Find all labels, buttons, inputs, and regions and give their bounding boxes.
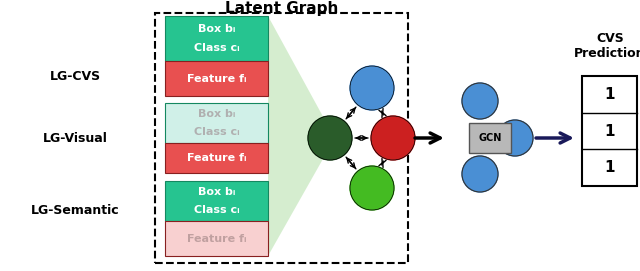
FancyBboxPatch shape [582,76,637,186]
Text: Box bᵢ: Box bᵢ [198,109,235,119]
FancyBboxPatch shape [165,103,268,143]
FancyBboxPatch shape [165,181,268,221]
Text: GCN: GCN [478,133,502,143]
Text: Feature fᵢ: Feature fᵢ [187,153,246,163]
Text: LG-Visual: LG-Visual [43,131,108,144]
Text: Feature fᵢ: Feature fᵢ [187,234,246,244]
FancyBboxPatch shape [469,123,511,153]
Text: Box bᵢ: Box bᵢ [198,24,235,34]
Circle shape [350,66,394,110]
Text: 1: 1 [604,124,615,138]
Circle shape [350,166,394,210]
Text: Class cᵢ: Class cᵢ [194,43,239,53]
Circle shape [308,116,352,160]
FancyBboxPatch shape [165,61,268,96]
Circle shape [371,116,415,160]
Text: LG-CVS: LG-CVS [49,69,100,82]
Text: Class cᵢ: Class cᵢ [194,205,239,215]
Text: Box bᵢ: Box bᵢ [198,187,235,197]
Text: Feature fᵢ: Feature fᵢ [187,73,246,83]
FancyBboxPatch shape [165,143,268,173]
Circle shape [497,120,533,156]
Text: CVS
Prediction: CVS Prediction [574,32,640,60]
FancyBboxPatch shape [165,221,268,256]
Text: Latent Graph: Latent Graph [225,1,338,15]
Circle shape [462,156,498,192]
FancyBboxPatch shape [155,13,408,263]
Text: 1: 1 [604,160,615,175]
Text: 1: 1 [604,87,615,102]
Text: Class cᵢ: Class cᵢ [194,127,239,137]
Polygon shape [268,16,332,256]
Text: LG-Semantic: LG-Semantic [31,205,119,218]
FancyBboxPatch shape [165,16,268,61]
Circle shape [462,83,498,119]
